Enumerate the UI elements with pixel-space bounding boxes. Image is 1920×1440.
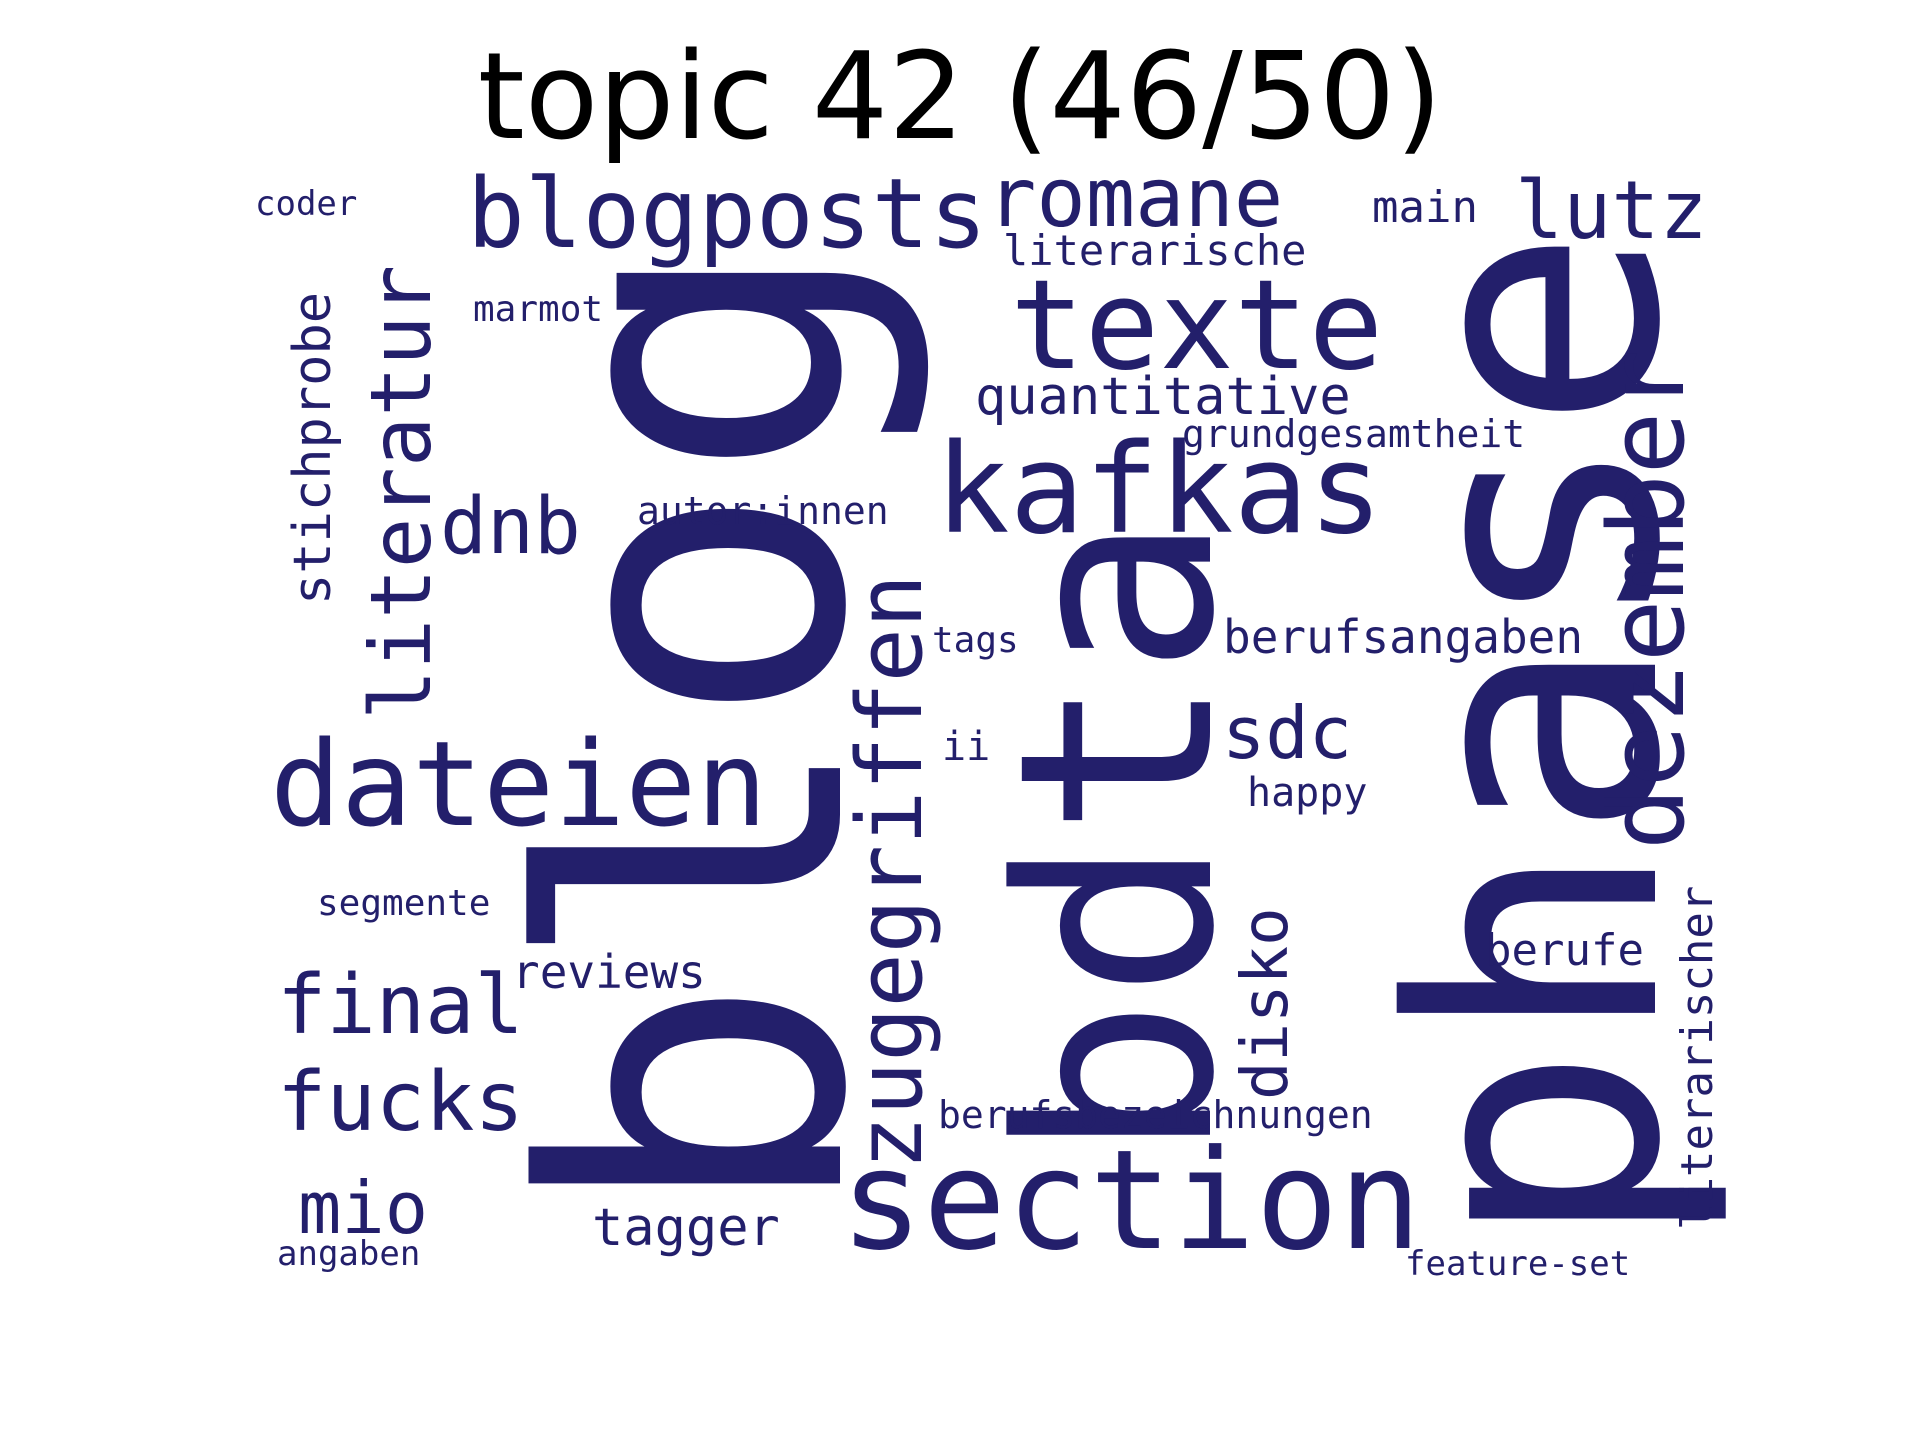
word-blogposts: blogposts <box>467 158 987 270</box>
word-final: final <box>277 958 524 1053</box>
word-texte: texte <box>1010 254 1383 398</box>
word-reviews: reviews <box>512 945 706 999</box>
word-fucks: fucks <box>277 1055 524 1150</box>
word-feature-set: feature-set <box>1405 1244 1630 1284</box>
word-lutz: lutz <box>1515 164 1708 257</box>
word-grundgesamtheit: grundgesamtheit <box>1182 412 1525 456</box>
word-romane: romane <box>987 151 1283 246</box>
word-phase: phase <box>1340 227 1736 1251</box>
word-stichprobe: stichprobe <box>283 292 343 605</box>
word-kafkas: kafkas <box>935 418 1383 562</box>
word-ii: ii <box>942 724 990 770</box>
word-dateien: dateien <box>270 715 767 853</box>
word-dnb: dnb <box>440 482 581 572</box>
word-angaben: angaben <box>277 1234 420 1274</box>
word-literarische: literarische <box>1003 226 1306 275</box>
word-coder: coder <box>255 184 357 224</box>
word-autor-innen: autor:innen <box>637 489 889 533</box>
word-zugegriffen: zugegriffen <box>838 574 943 1170</box>
word-main: main <box>1372 182 1478 233</box>
word-berufe: berufe <box>1485 925 1644 976</box>
word-tags: tags <box>932 620 1019 661</box>
word-literarischer: literarischer <box>1672 886 1723 1230</box>
word-berufsangaben: berufsangaben <box>1223 610 1583 664</box>
word-dezember: dezember <box>1586 349 1708 850</box>
word-segmente: segmente <box>317 883 490 924</box>
word-literatur: literatur <box>352 265 450 720</box>
word-berufsbezeichnungen: berufsbezeichnungen <box>938 1093 1373 1137</box>
word-sdc: sdc <box>1222 691 1352 775</box>
word-tagger: tagger <box>592 1198 780 1258</box>
word-bdta: bdta <box>962 515 1274 1160</box>
word-mio: mio <box>298 1166 428 1250</box>
word-marmot: marmot <box>473 289 603 330</box>
word-quantitative: quantitative <box>975 367 1351 427</box>
word-blog: blog <box>459 235 937 1222</box>
word-section: section <box>840 1120 1422 1281</box>
chart-title: topic 42 (46/50) <box>477 28 1443 167</box>
word-disko: disko <box>1229 907 1303 1100</box>
word-happy: happy <box>1247 770 1367 816</box>
